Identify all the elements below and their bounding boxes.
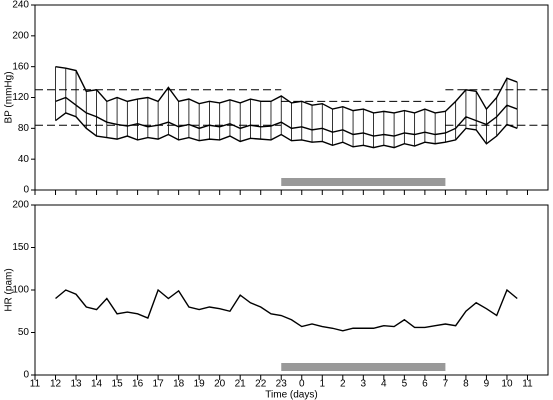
plot-frame: [34, 204, 549, 376]
x-tick-label: 11: [522, 379, 533, 390]
x-tick-label: 20: [214, 379, 226, 390]
x-tick-label: 9: [484, 379, 490, 390]
x-tick-label: 6: [422, 379, 428, 390]
series-line: [55, 96, 518, 137]
y-tick-label: 160: [12, 61, 29, 72]
plot-frame: [34, 4, 549, 191]
x-tick-label: 3: [361, 379, 367, 390]
x-axis-label: Time (days): [265, 390, 317, 400]
y-axis-label: HR (pam): [4, 268, 15, 311]
y-tick-label: 0: [23, 370, 29, 381]
x-tick-label: 8: [463, 379, 469, 390]
x-tick-label: 17: [153, 379, 165, 390]
x-tick-label: 10: [501, 379, 513, 390]
x-tick-label: 5: [402, 379, 408, 390]
x-tick-label: 15: [112, 379, 124, 390]
x-tick-label: 2: [340, 379, 346, 390]
x-tick-label: 18: [173, 379, 185, 390]
x-tick-label: 16: [132, 379, 144, 390]
x-tick-label: 0: [299, 379, 305, 390]
x-tick-label: 19: [194, 379, 206, 390]
series-line: [55, 65, 518, 114]
shaded-span: [281, 178, 446, 186]
x-tick-label: 23: [276, 379, 288, 390]
x-tick-label: 14: [91, 379, 103, 390]
x-tick-label: 4: [381, 379, 387, 390]
y-tick-label: 240: [12, 0, 29, 11]
y-tick-label: 150: [12, 242, 29, 253]
y-tick-label: 40: [18, 154, 30, 165]
x-tick-label: 22: [255, 379, 267, 390]
series-line: [55, 112, 518, 149]
x-tick-label: 21: [235, 379, 247, 390]
x-tick-label: 12: [50, 379, 62, 390]
y-tick-label: 120: [12, 92, 29, 103]
shaded-span: [281, 363, 446, 371]
y-tick-label: 50: [18, 327, 30, 338]
y-tick-label: 80: [18, 123, 30, 134]
x-tick-label: 1: [319, 379, 325, 390]
y-tick-label: 200: [12, 200, 29, 211]
y-axis-label: BP (mmHg): [4, 71, 15, 123]
series-line: [55, 288, 518, 332]
y-tick-label: 0: [23, 185, 29, 196]
x-tick-label: 11: [30, 379, 41, 390]
y-tick-label: 200: [12, 30, 29, 41]
x-tick-label: 7: [443, 379, 449, 390]
y-tick-label: 100: [12, 285, 29, 296]
x-tick-label: 13: [70, 379, 82, 390]
